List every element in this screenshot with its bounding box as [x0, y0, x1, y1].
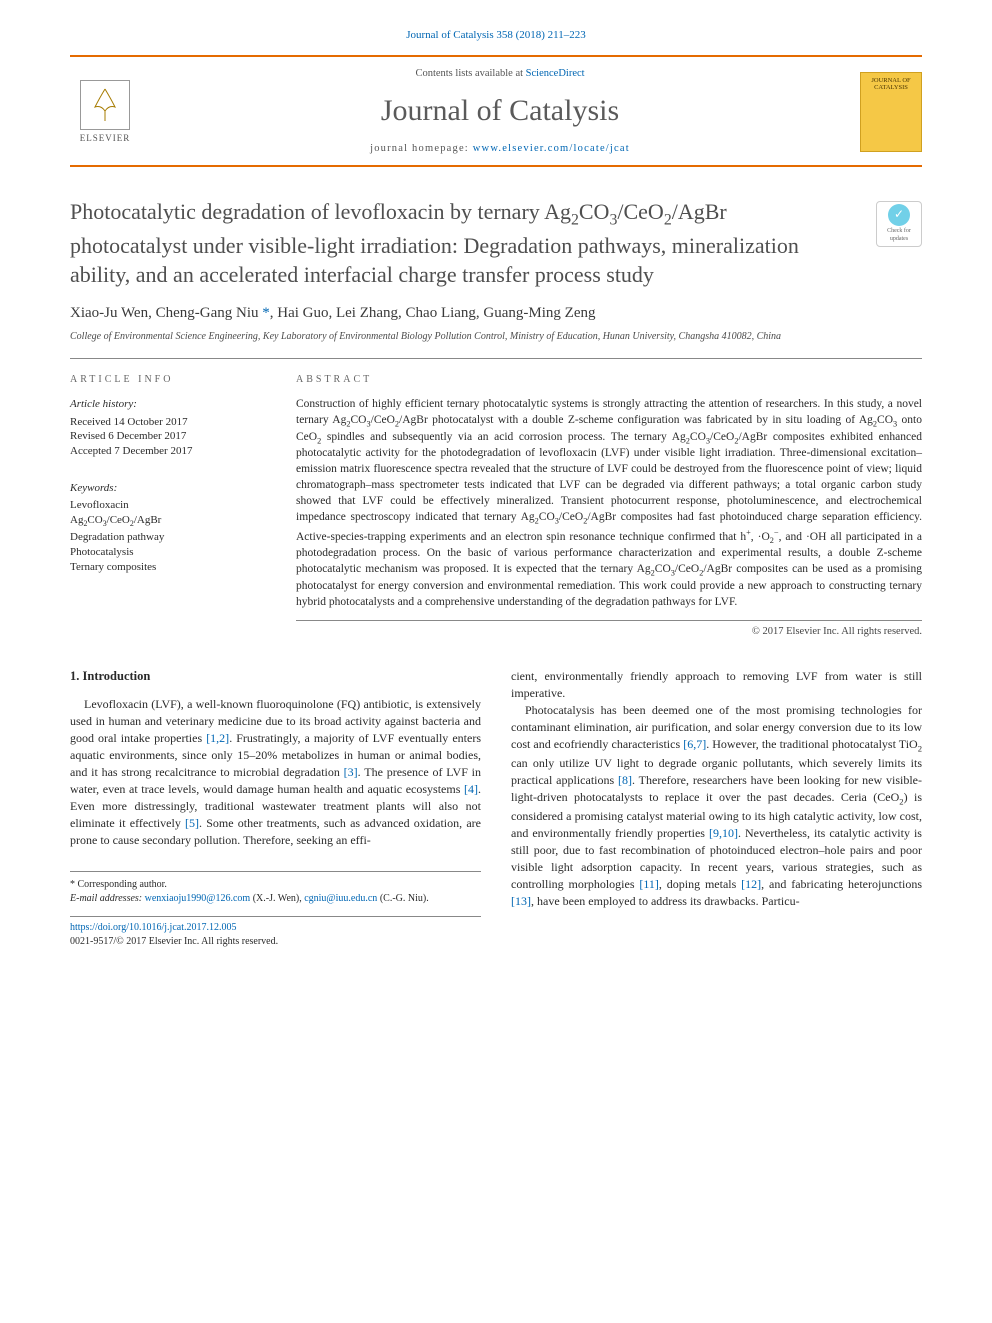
- article-title: Photocatalytic degradation of levofloxac…: [70, 197, 922, 289]
- contents-prefix: Contents lists available at: [415, 68, 525, 79]
- corresponding-author-note: * Corresponding author.: [70, 878, 481, 892]
- checkmark-icon: ✓: [888, 204, 910, 226]
- check-updates-line1: Check for: [887, 228, 911, 236]
- check-updates-line2: updates: [890, 236, 908, 244]
- keyword-item: Photocatalysis: [70, 545, 260, 560]
- body-paragraph-right-2: Photocatalysis has been deemed one of th…: [511, 702, 922, 910]
- history-item: Received 14 October 2017: [70, 415, 260, 430]
- masthead: ELSEVIER Contents lists available at Sci…: [70, 55, 922, 166]
- citation-line: Journal of Catalysis 358 (2018) 211–223: [70, 28, 922, 43]
- homepage-prefix: journal homepage:: [370, 143, 473, 154]
- keywords-label: Keywords:: [70, 481, 260, 496]
- author-list: Xiao-Ju Wen, Cheng-Gang Niu *, Hai Guo, …: [70, 303, 922, 324]
- journal-name: Journal of Catalysis: [158, 90, 842, 132]
- abstract-heading: ABSTRACT: [296, 373, 922, 387]
- article-info-heading: ARTICLE INFO: [70, 373, 260, 387]
- journal-homepage-link[interactable]: www.elsevier.com/locate/jcat: [473, 143, 630, 154]
- history-item: Revised 6 December 2017: [70, 429, 260, 444]
- section-heading-introduction: 1. Introduction: [70, 668, 481, 686]
- body-paragraph-right-1: cient, environmentally friendly approach…: [511, 668, 922, 702]
- keyword-item: Ternary composites: [70, 560, 260, 575]
- publisher-name: ELSEVIER: [80, 132, 131, 145]
- elsevier-tree-icon: [80, 80, 130, 130]
- journal-cover-thumbnail[interactable]: JOURNAL OF CATALYSIS: [860, 72, 922, 152]
- cover-text-top: JOURNAL OF: [871, 77, 910, 84]
- homepage-line: journal homepage: www.elsevier.com/locat…: [158, 142, 842, 157]
- section-title: Introduction: [83, 669, 151, 683]
- email-label: E-mail addresses:: [70, 893, 142, 904]
- affiliation: College of Environmental Science Enginee…: [70, 330, 922, 344]
- section-number: 1.: [70, 669, 79, 683]
- bottom-bar: https://doi.org/10.1016/j.jcat.2017.12.0…: [70, 916, 481, 949]
- contents-line: Contents lists available at ScienceDirec…: [158, 67, 842, 82]
- sciencedirect-link[interactable]: ScienceDirect: [526, 68, 585, 79]
- publisher-logo[interactable]: ELSEVIER: [70, 75, 140, 150]
- keyword-item: Ag2CO3/CeO2/AgBr: [70, 513, 260, 530]
- article-title-text: Photocatalytic degradation of levofloxac…: [70, 199, 799, 287]
- issn-copyright: 0021-9517/© 2017 Elsevier Inc. All right…: [70, 935, 481, 949]
- body-paragraph-left: Levofloxacin (LVF), a well-known fluoroq…: [70, 696, 481, 849]
- abstract-copyright: © 2017 Elsevier Inc. All rights reserved…: [296, 625, 922, 640]
- keyword-item: Degradation pathway: [70, 530, 260, 545]
- history-label: Article history:: [70, 397, 260, 412]
- doi-link[interactable]: https://doi.org/10.1016/j.jcat.2017.12.0…: [70, 921, 481, 935]
- abstract-text: Construction of highly efficient ternary…: [296, 397, 922, 621]
- email-addresses: E-mail addresses: wenxiaoju1990@126.com …: [70, 892, 481, 906]
- cover-text-bottom: CATALYSIS: [874, 84, 908, 91]
- email-list: wenxiaoju1990@126.com (X.-J. Wen), cgniu…: [145, 893, 429, 904]
- check-for-updates-badge[interactable]: ✓ Check for updates: [876, 201, 922, 247]
- keyword-item: Levofloxacin: [70, 498, 260, 513]
- keywords-list: LevofloxacinAg2CO3/CeO2/AgBrDegradation …: [70, 498, 260, 574]
- history-item: Accepted 7 December 2017: [70, 444, 260, 459]
- footnotes: * Corresponding author. E-mail addresses…: [70, 871, 481, 906]
- history-list: Received 14 October 2017Revised 6 Decemb…: [70, 415, 260, 460]
